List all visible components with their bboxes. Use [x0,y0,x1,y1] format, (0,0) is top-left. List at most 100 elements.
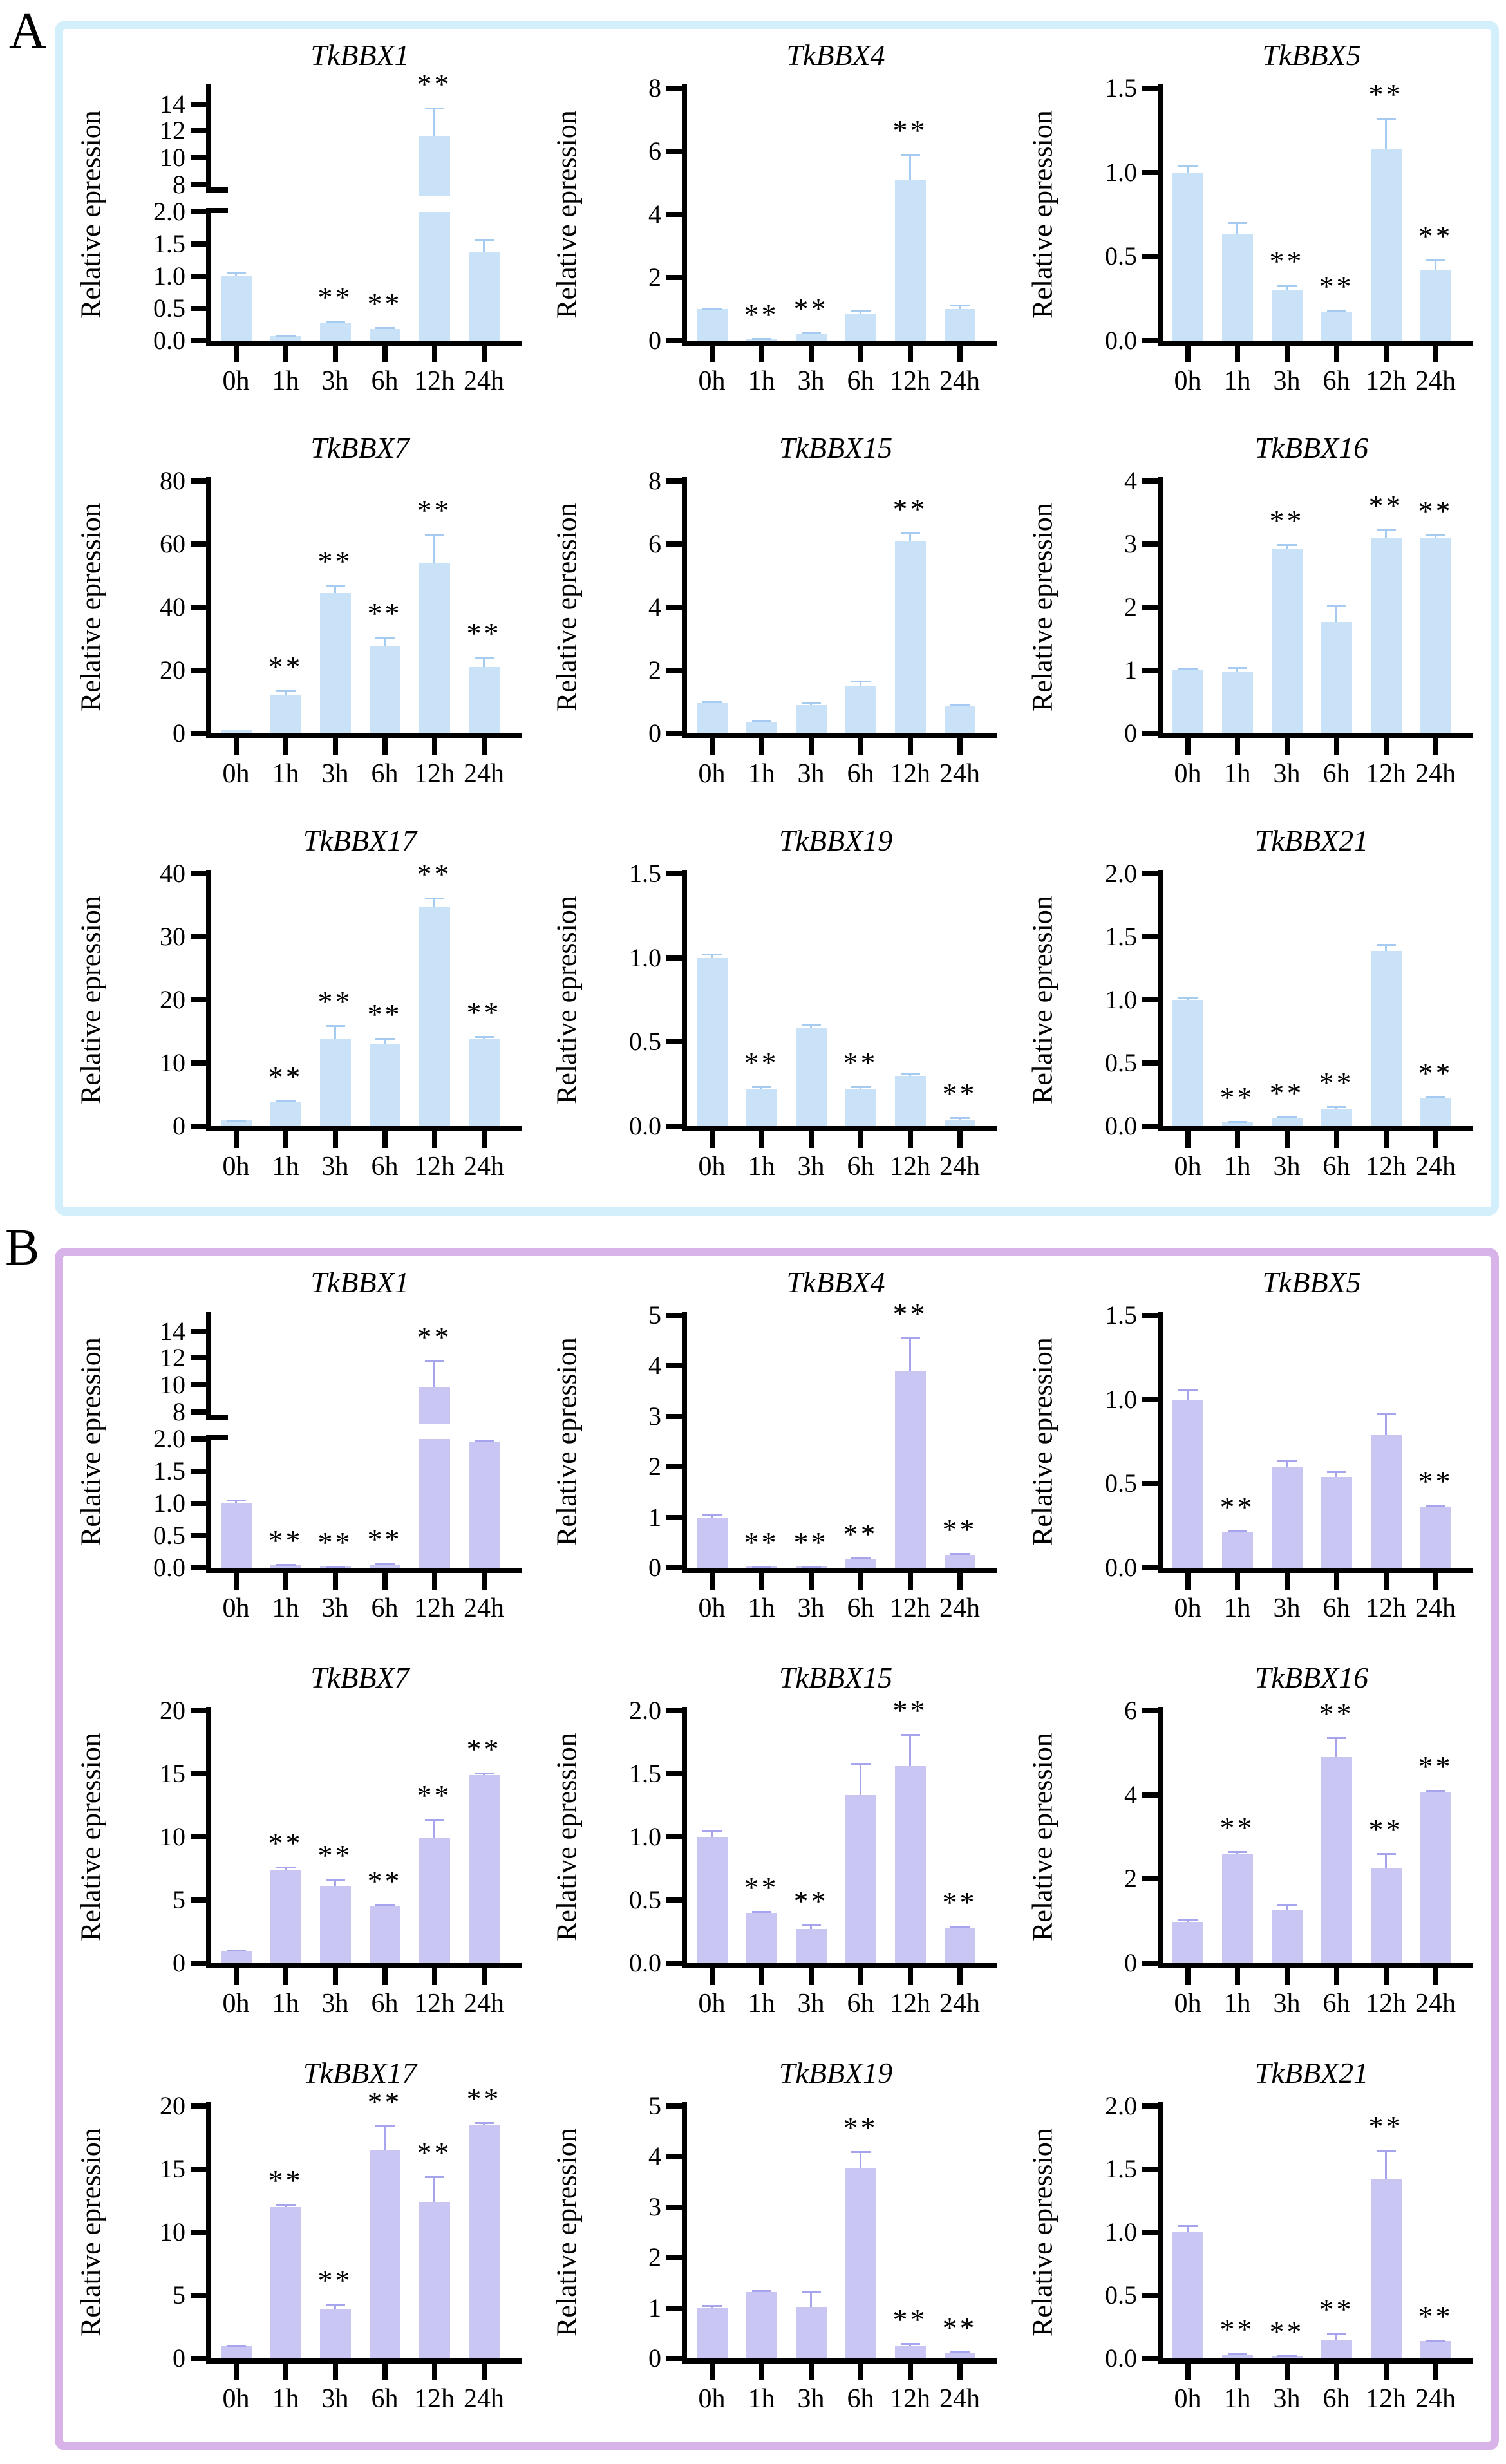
y-tick [666,1771,682,1776]
x-tick [1284,2364,1290,2380]
y-tick [1142,254,1158,259]
y-tick-label: 1.0 [629,943,661,972]
error-bar-cap [375,1904,395,1906]
error-bar-cap [325,1566,345,1568]
error-bar [810,1025,812,1029]
error-bar-cap [424,2176,444,2178]
bar [220,276,252,341]
significance-marker: ** [317,544,353,578]
error-bar-cap [751,1910,771,1913]
y-tick [191,1897,206,1903]
chart-title: TkBBX1 [310,39,409,71]
x-axis [682,2358,997,2364]
y-tick [191,1961,206,1966]
y-tick-label: 14 [160,1316,185,1346]
y-tick-label: 6 [1124,1696,1137,1725]
bar [270,695,301,733]
y-tick-label: 1.0 [1105,157,1137,187]
y-tick-label: 0 [1124,719,1137,748]
bar [894,1766,926,1963]
bar [1221,2355,1253,2358]
y-axis-label: Relative epression [551,896,583,1104]
error-bar-cap [375,2125,395,2128]
x-tick-label: 1h [1223,2384,1251,2414]
y-tick [666,1363,682,1369]
y-tick-label: 0.5 [1105,1469,1137,1498]
error-bar [860,310,861,314]
x-tick-label: 6h [371,759,399,789]
y-tick-label: 0.5 [629,1027,661,1057]
x-tick [233,346,239,362]
y-axis [1158,870,1163,1131]
bar [1420,1507,1451,1568]
bar [696,957,728,1126]
x-tick [957,346,963,362]
x-tick [1185,2364,1191,2380]
y-tick-label: 0 [648,1553,661,1582]
y-tick-label: 1 [1124,655,1137,684]
x-tick-label: 24h [939,1989,980,2018]
error-bar-cap [1227,1850,1247,1853]
chart-tkbbx15-panel-b: TkBBX15 Relative epression ** ** ** ** 0.0 0.5 1… [539,1651,1015,2047]
x-tick-label: 6h [371,366,399,396]
x-tick-label: 0h [1174,1594,1201,1623]
x-tick [709,1968,715,1985]
y-tick-label: 1.5 [1105,73,1137,102]
x-tick-label: 1h [1223,1594,1251,1623]
y-tick-label: 1.5 [629,1759,661,1788]
y-tick [191,1382,206,1387]
x-tick-label: 0h [1174,1152,1201,1181]
bar [1271,1118,1303,1126]
y-tick-label: 5 [648,1301,661,1330]
y-tick [1142,2356,1158,2361]
x-tick-label: 24h [464,2384,504,2414]
chart-tkbbx16-panel-a: TkBBX16 Relative epression ** ** ** 0 1 2 3 4 0h 1h… [1015,422,1491,814]
chart-tkbbx19-panel-a: TkBBX19 Relative epression ** ** ** 0.0 0.5 1.0… [539,814,1015,1207]
bar [419,563,450,733]
y-tick-label: 1 [648,2293,661,2322]
y-tick [1142,1876,1158,1882]
x-tick-label: 12h [890,1594,930,1623]
error-bar-cap [325,584,345,587]
x-tick [382,1573,388,1590]
chart-title: TkBBX4 [786,1266,885,1299]
x-tick [1284,1131,1290,1148]
error-bar-cap [950,305,970,307]
y-tick [191,128,206,134]
error-bar-cap [851,1763,871,1765]
bar [1271,1910,1303,1963]
bar [1271,548,1303,733]
x-tick-label: 1h [1223,366,1251,396]
significance-marker: ** [317,281,353,314]
y-tick-label: 0.0 [1105,326,1137,355]
y-tick [666,1413,682,1419]
x-tick-label: 3h [797,1989,825,2018]
x-tick [382,1131,388,1148]
y-tick [1142,541,1158,547]
error-bar [909,532,911,541]
chart-tkbbx5-panel-a: TkBBX5 Relative epression ** ** ** ** 0.0 0.5 1.… [1015,29,1491,422]
significance-marker: ** [268,1524,303,1557]
x-tick-label: 12h [890,2384,930,2414]
error-bar-cap [801,2291,821,2293]
y-tick [191,338,206,343]
x-tick [481,1968,487,1985]
x-axis [206,2358,522,2364]
x-axis [1158,2358,1473,2364]
bar [746,1089,777,1126]
y-tick-label: 0.0 [153,1553,185,1582]
bar [1221,672,1253,733]
chart-title: TkBBX21 [1254,824,1369,857]
error-bar [384,1038,386,1044]
bar [220,2346,252,2358]
y-tick [1142,1313,1158,1318]
bar [270,1565,301,1568]
bar [1221,234,1253,341]
chart-title: TkBBX21 [1254,2056,1369,2089]
x-tick-label: 0h [698,1594,726,1623]
bar [845,2167,876,2358]
x-tick [758,1131,764,1148]
bar [419,136,450,196]
significance-marker: ** [793,1885,829,1918]
